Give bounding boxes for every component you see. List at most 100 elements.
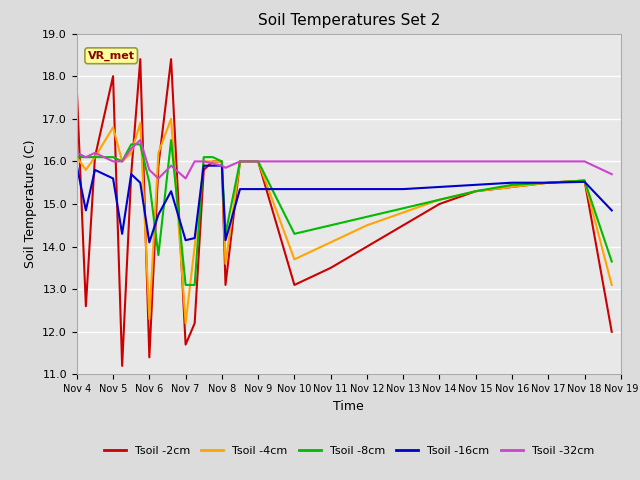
Tsoil -2cm xyxy=(145,354,153,360)
Tsoil -32cm xyxy=(136,137,144,143)
Tsoil -16cm xyxy=(154,212,162,217)
Tsoil -8cm xyxy=(218,158,226,164)
Tsoil -32cm xyxy=(327,158,335,164)
Tsoil -4cm xyxy=(608,282,616,288)
Tsoil -2cm xyxy=(545,180,552,186)
Line: Tsoil -2cm: Tsoil -2cm xyxy=(77,59,612,366)
Tsoil -32cm xyxy=(209,161,216,167)
Tsoil -4cm xyxy=(327,240,335,245)
Tsoil -32cm xyxy=(580,158,588,164)
Tsoil -32cm xyxy=(145,167,153,173)
Tsoil -4cm xyxy=(218,158,226,164)
Tsoil -16cm xyxy=(182,237,189,243)
Tsoil -2cm xyxy=(136,56,144,62)
Tsoil -2cm xyxy=(154,163,162,168)
Tsoil -32cm xyxy=(399,158,407,164)
Tsoil -16cm xyxy=(545,180,552,186)
Tsoil -32cm xyxy=(221,165,229,171)
Tsoil -2cm xyxy=(167,56,175,62)
Tsoil -16cm xyxy=(200,163,207,168)
Tsoil -16cm xyxy=(291,186,298,192)
Tsoil -16cm xyxy=(327,186,335,192)
Tsoil -16cm xyxy=(254,186,262,192)
Tsoil -4cm xyxy=(363,222,371,228)
Tsoil -16cm xyxy=(399,186,407,192)
Tsoil -4cm xyxy=(118,158,126,164)
Tsoil -4cm xyxy=(221,261,229,266)
Tsoil -4cm xyxy=(399,210,407,216)
Tsoil -8cm xyxy=(545,180,552,186)
Tsoil -8cm xyxy=(154,252,162,258)
Tsoil -8cm xyxy=(167,137,175,143)
Tsoil -16cm xyxy=(136,180,144,186)
Tsoil -16cm xyxy=(145,240,153,245)
Tsoil -2cm xyxy=(221,282,229,288)
Tsoil -32cm xyxy=(191,158,198,164)
Tsoil -32cm xyxy=(167,163,175,168)
Tsoil -4cm xyxy=(580,178,588,183)
Line: Tsoil -16cm: Tsoil -16cm xyxy=(77,166,612,242)
Tsoil -4cm xyxy=(136,120,144,126)
Tsoil -16cm xyxy=(236,186,244,192)
Tsoil -8cm xyxy=(145,180,153,186)
Line: Tsoil -4cm: Tsoil -4cm xyxy=(77,119,612,324)
Tsoil -4cm xyxy=(191,244,198,250)
Tsoil -16cm xyxy=(209,163,216,168)
Tsoil -2cm xyxy=(127,171,135,177)
Tsoil -8cm xyxy=(363,214,371,220)
Tsoil -2cm xyxy=(73,86,81,92)
Tsoil -32cm xyxy=(118,158,126,164)
Tsoil -8cm xyxy=(236,158,244,164)
Tsoil -8cm xyxy=(91,154,99,160)
Tsoil -8cm xyxy=(118,158,126,164)
Tsoil -32cm xyxy=(472,158,479,164)
Tsoil -8cm xyxy=(472,188,479,194)
Tsoil -16cm xyxy=(221,237,229,243)
Tsoil -16cm xyxy=(363,186,371,192)
Tsoil -2cm xyxy=(291,282,298,288)
Tsoil -8cm xyxy=(136,142,144,147)
Line: Tsoil -32cm: Tsoil -32cm xyxy=(77,140,612,179)
Tsoil -8cm xyxy=(127,142,135,147)
Tsoil -16cm xyxy=(118,231,126,237)
Tsoil -4cm xyxy=(472,188,479,194)
Legend: Tsoil -2cm, Tsoil -4cm, Tsoil -8cm, Tsoil -16cm, Tsoil -32cm: Tsoil -2cm, Tsoil -4cm, Tsoil -8cm, Tsoi… xyxy=(99,441,598,460)
Tsoil -4cm xyxy=(436,197,444,203)
Tsoil -32cm xyxy=(545,158,552,164)
Tsoil -8cm xyxy=(580,178,588,183)
Tsoil -8cm xyxy=(327,222,335,228)
Tsoil -8cm xyxy=(436,197,444,203)
Tsoil -8cm xyxy=(254,158,262,164)
Tsoil -8cm xyxy=(608,259,616,264)
Tsoil -8cm xyxy=(191,282,198,288)
Tsoil -32cm xyxy=(436,158,444,164)
Tsoil -16cm xyxy=(167,188,175,194)
Tsoil -8cm xyxy=(508,182,516,188)
Text: VR_met: VR_met xyxy=(88,51,134,61)
Tsoil -2cm xyxy=(109,73,117,79)
Tsoil -32cm xyxy=(73,150,81,156)
Tsoil -4cm xyxy=(508,184,516,190)
Tsoil -8cm xyxy=(82,154,90,160)
Tsoil -2cm xyxy=(508,184,516,190)
Tsoil -2cm xyxy=(209,158,216,164)
Tsoil -2cm xyxy=(580,178,588,183)
Tsoil -2cm xyxy=(82,303,90,309)
Tsoil -2cm xyxy=(436,201,444,207)
Tsoil -8cm xyxy=(209,154,216,160)
Tsoil -32cm xyxy=(127,146,135,152)
Tsoil -4cm xyxy=(182,321,189,326)
Tsoil -4cm xyxy=(236,158,244,164)
Tsoil -16cm xyxy=(436,184,444,190)
Tsoil -32cm xyxy=(200,158,207,164)
Tsoil -32cm xyxy=(82,154,90,160)
Tsoil -16cm xyxy=(580,179,588,185)
Tsoil -16cm xyxy=(218,163,226,168)
Tsoil -4cm xyxy=(127,150,135,156)
Tsoil -8cm xyxy=(109,154,117,160)
Tsoil -2cm xyxy=(363,244,371,250)
Tsoil -4cm xyxy=(167,116,175,121)
Tsoil -16cm xyxy=(91,167,99,173)
Tsoil -2cm xyxy=(200,167,207,173)
Tsoil -32cm xyxy=(236,158,244,164)
